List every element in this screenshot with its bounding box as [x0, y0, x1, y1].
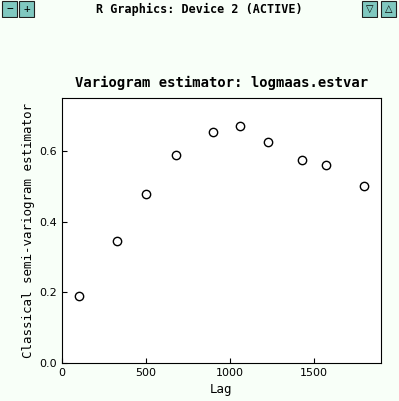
Text: +: +: [24, 4, 30, 14]
FancyBboxPatch shape: [2, 2, 17, 16]
FancyBboxPatch shape: [362, 2, 377, 16]
X-axis label: Lag: Lag: [210, 383, 233, 396]
Text: △: △: [385, 4, 392, 14]
FancyBboxPatch shape: [381, 2, 396, 16]
FancyBboxPatch shape: [19, 2, 34, 16]
Text: R Graphics: Device 2 (ACTIVE): R Graphics: Device 2 (ACTIVE): [96, 2, 303, 16]
Text: −: −: [6, 4, 13, 14]
Y-axis label: Classical semi-variogram estimator: Classical semi-variogram estimator: [22, 103, 35, 358]
Title: Variogram estimator: logmaas.estvar: Variogram estimator: logmaas.estvar: [75, 76, 368, 90]
Text: ▽: ▽: [366, 4, 373, 14]
